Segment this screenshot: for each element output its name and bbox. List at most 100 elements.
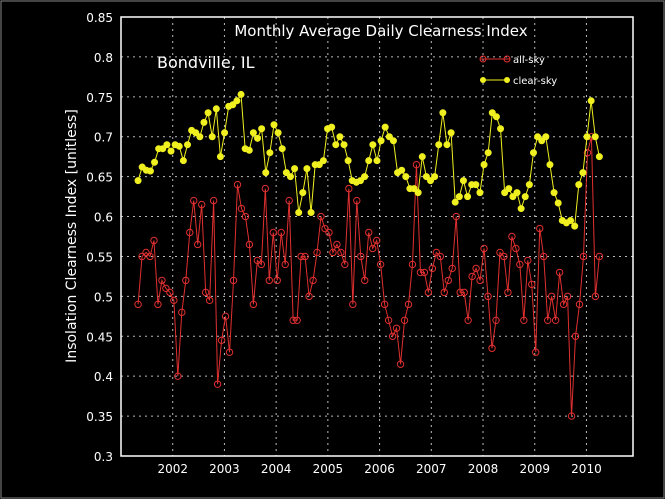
clear-sky-point xyxy=(591,133,599,141)
clear-sky-point xyxy=(332,141,340,149)
all-sky-point xyxy=(540,252,548,261)
clear-sky-point xyxy=(501,189,509,197)
all-sky-point xyxy=(134,300,142,309)
all-sky-point xyxy=(500,252,508,261)
clear-sky-point xyxy=(212,105,220,113)
all-sky-point xyxy=(595,252,604,261)
clear-sky-point xyxy=(237,90,245,98)
all-sky-point xyxy=(269,228,277,237)
all-sky-point xyxy=(516,260,524,269)
clear-sky-point xyxy=(414,189,422,197)
clear-sky-point xyxy=(361,173,369,181)
all-sky-point xyxy=(472,264,480,273)
all-sky-point xyxy=(432,248,441,257)
all-sky-point xyxy=(201,288,210,297)
clear-sky-point xyxy=(270,121,278,129)
clear-sky-point xyxy=(258,125,266,133)
clear-sky-point xyxy=(229,101,237,109)
y-tick-label: 0.8 xyxy=(94,51,113,65)
clear-sky-point xyxy=(175,142,183,150)
all-sky-point xyxy=(245,240,254,249)
y-tick-label: 0.65 xyxy=(86,171,113,185)
x-tick-label: 2008 xyxy=(468,462,499,476)
all-sky-point xyxy=(261,184,270,193)
all-sky-point xyxy=(265,276,274,285)
x-tick-label: 2003 xyxy=(209,462,240,476)
clear-sky-point xyxy=(447,129,455,137)
all-sky-point xyxy=(186,228,194,237)
grid xyxy=(121,17,633,456)
clear-sky-point xyxy=(146,167,154,175)
all-sky-point xyxy=(392,324,401,332)
all-sky-point xyxy=(476,276,484,285)
all-sky-point xyxy=(567,412,576,420)
clear-sky-point xyxy=(179,157,187,165)
clear-sky-point xyxy=(550,189,558,197)
all-sky-point xyxy=(309,276,317,285)
clear-sky-point xyxy=(459,177,467,185)
clear-sky-point xyxy=(208,133,216,141)
y-tick-label: 0.7 xyxy=(94,131,113,145)
x-tick-label: 2005 xyxy=(313,462,344,476)
all-sky-point xyxy=(508,232,516,241)
all-sky-point xyxy=(213,380,222,388)
all-sky-point xyxy=(480,244,488,253)
all-sky-point xyxy=(388,332,397,340)
all-sky-point xyxy=(162,284,170,293)
all-sky-point xyxy=(464,316,472,325)
y-tick-label: 0.75 xyxy=(86,91,113,105)
clear-sky-point xyxy=(542,133,550,141)
clear-sky-point xyxy=(262,169,270,177)
clear-sky-point xyxy=(480,161,488,169)
all-sky-point xyxy=(440,288,448,297)
all-sky-point xyxy=(488,344,496,352)
all-sky-point xyxy=(400,316,409,325)
all-sky-point xyxy=(559,300,568,309)
all-sky-point xyxy=(484,292,492,301)
all-sky-point xyxy=(301,252,309,261)
legend-clear-sky-label: clear-sky xyxy=(513,76,557,87)
all-sky-point xyxy=(428,264,437,273)
clear-sky-point xyxy=(336,133,344,141)
clear-sky-point xyxy=(328,123,336,131)
all-sky-point xyxy=(281,260,289,269)
all-sky-point xyxy=(404,300,413,309)
all-sky-line xyxy=(137,136,600,417)
all-sky-point xyxy=(257,260,266,269)
y-tick-label: 0.35 xyxy=(86,410,113,424)
legend-clear-sky-marker xyxy=(480,77,486,83)
all-sky-point xyxy=(396,360,405,368)
clear-sky-point xyxy=(381,123,389,131)
clear-sky-point xyxy=(517,205,525,213)
all-sky-point xyxy=(551,316,560,325)
clear-sky-point xyxy=(443,141,451,149)
all-sky-point xyxy=(277,228,285,237)
all-sky-point xyxy=(591,292,600,301)
clear-sky-point xyxy=(340,141,348,149)
all-sky-point xyxy=(325,228,333,237)
all-sky-point xyxy=(436,252,445,261)
clear-sky-point xyxy=(554,199,562,207)
clear-sky-point xyxy=(344,157,352,165)
clear-sky-point xyxy=(274,129,282,137)
clear-sky-point xyxy=(163,141,171,149)
legend-all-sky-marker xyxy=(479,55,487,63)
all-sky-point xyxy=(496,248,504,257)
all-sky-point xyxy=(142,248,150,257)
clear-sky-point xyxy=(134,177,142,185)
all-sky-point xyxy=(579,252,588,261)
all-sky-point xyxy=(380,300,389,309)
all-sky-point xyxy=(313,248,321,257)
clear-sky-point xyxy=(291,165,299,173)
y-tick-label: 0.85 xyxy=(86,11,113,25)
y-axis-label: Insolation Clearness Index [unitless] xyxy=(64,109,80,363)
clear-sky-point xyxy=(488,109,496,117)
x-tick-label: 2004 xyxy=(261,462,292,476)
clear-sky-point xyxy=(303,165,311,173)
all-sky-point xyxy=(512,244,520,253)
clear-sky-point xyxy=(410,185,418,193)
clear-sky-point xyxy=(509,193,517,201)
all-sky-point xyxy=(237,204,246,213)
all-sky-point xyxy=(416,268,425,277)
